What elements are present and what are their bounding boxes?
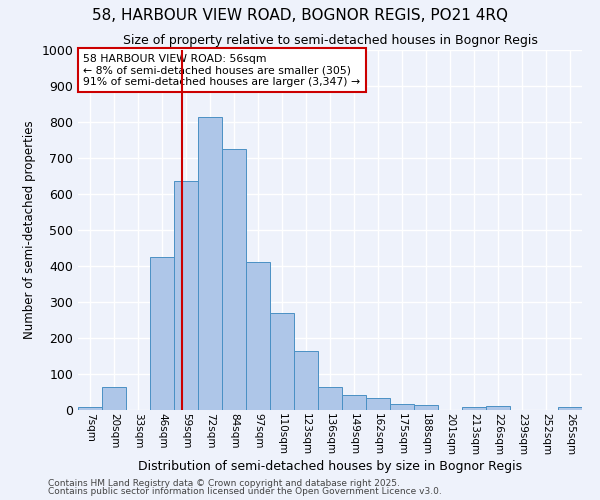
Bar [390,404,414,410]
Bar [222,149,246,410]
Text: 58 HARBOUR VIEW ROAD: 56sqm
← 8% of semi-detached houses are smaller (305)
91% o: 58 HARBOUR VIEW ROAD: 56sqm ← 8% of semi… [83,54,360,87]
Bar [102,388,126,410]
Bar [150,257,174,410]
Bar [198,116,222,410]
Bar [342,395,366,410]
Bar [246,262,270,410]
Bar [294,350,318,410]
Bar [174,182,198,410]
Title: Size of property relative to semi-detached houses in Bognor Regis: Size of property relative to semi-detach… [122,34,538,48]
Bar [414,404,438,410]
Bar [78,408,102,410]
X-axis label: Distribution of semi-detached houses by size in Bognor Regis: Distribution of semi-detached houses by … [138,460,522,473]
Y-axis label: Number of semi-detached properties: Number of semi-detached properties [23,120,36,340]
Text: Contains public sector information licensed under the Open Government Licence v3: Contains public sector information licen… [48,487,442,496]
Bar [486,406,510,410]
Bar [462,407,486,410]
Bar [270,313,294,410]
Text: 58, HARBOUR VIEW ROAD, BOGNOR REGIS, PO21 4RQ: 58, HARBOUR VIEW ROAD, BOGNOR REGIS, PO2… [92,8,508,22]
Text: Contains HM Land Registry data © Crown copyright and database right 2025.: Contains HM Land Registry data © Crown c… [48,478,400,488]
Bar [318,388,342,410]
Bar [366,398,390,410]
Bar [558,408,582,410]
